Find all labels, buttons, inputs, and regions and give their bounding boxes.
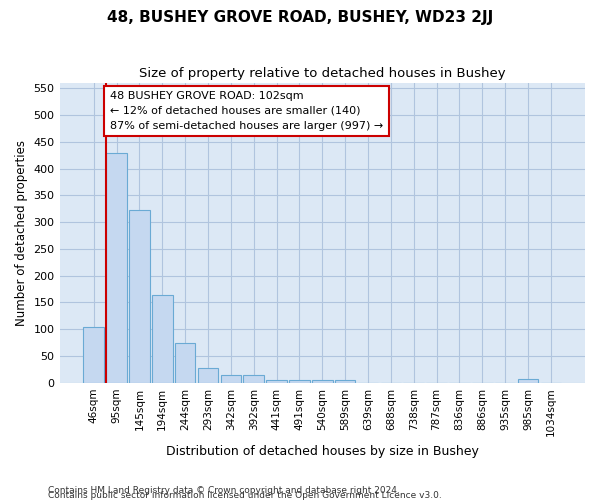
Bar [312,380,332,382]
Y-axis label: Number of detached properties: Number of detached properties [15,140,28,326]
Text: 48, BUSHEY GROVE ROAD, BUSHEY, WD23 2JJ: 48, BUSHEY GROVE ROAD, BUSHEY, WD23 2JJ [107,10,493,25]
Bar [106,152,127,382]
Bar [83,326,104,382]
Bar [244,375,264,382]
Bar [152,296,173,382]
Text: Contains public sector information licensed under the Open Government Licence v3: Contains public sector information licen… [48,491,442,500]
Bar [221,375,241,382]
Bar [266,380,287,382]
Bar [335,380,355,382]
Text: Contains HM Land Registry data © Crown copyright and database right 2024.: Contains HM Land Registry data © Crown c… [48,486,400,495]
X-axis label: Distribution of detached houses by size in Bushey: Distribution of detached houses by size … [166,444,479,458]
Bar [175,342,196,382]
Bar [129,210,150,382]
Text: 48 BUSHEY GROVE ROAD: 102sqm
← 12% of detached houses are smaller (140)
87% of s: 48 BUSHEY GROVE ROAD: 102sqm ← 12% of de… [110,91,383,130]
Bar [289,380,310,382]
Bar [518,379,538,382]
Title: Size of property relative to detached houses in Bushey: Size of property relative to detached ho… [139,68,506,80]
Bar [198,368,218,382]
